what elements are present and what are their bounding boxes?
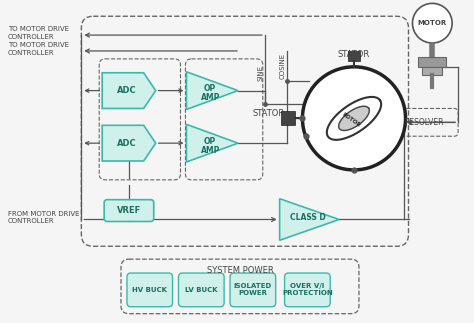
Text: VREF: VREF <box>117 206 141 215</box>
FancyBboxPatch shape <box>127 273 173 307</box>
Text: AMP: AMP <box>201 146 220 155</box>
Text: ROTOR: ROTOR <box>341 112 361 129</box>
Text: TO MOTOR DRIVE: TO MOTOR DRIVE <box>8 26 69 32</box>
Text: CONTROLLER: CONTROLLER <box>8 34 55 40</box>
Text: OVER V/I
PROTECTION: OVER V/I PROTECTION <box>282 283 333 297</box>
Text: AMP: AMP <box>201 93 220 102</box>
Polygon shape <box>102 73 155 109</box>
Text: FROM MOTOR DRIVE: FROM MOTOR DRIVE <box>8 211 80 216</box>
Bar <box>419 57 446 67</box>
FancyBboxPatch shape <box>179 273 224 307</box>
FancyBboxPatch shape <box>104 200 154 222</box>
Text: LV BUCK: LV BUCK <box>185 287 218 293</box>
Text: ADC: ADC <box>117 139 137 148</box>
Polygon shape <box>339 106 369 130</box>
Text: STATOR: STATOR <box>252 109 284 118</box>
Text: OP: OP <box>204 84 216 93</box>
Text: STATOR: STATOR <box>338 50 370 59</box>
Text: MOTOR: MOTOR <box>418 20 447 26</box>
Text: OP: OP <box>204 137 216 146</box>
Bar <box>348 51 360 61</box>
Text: CONTROLLER: CONTROLLER <box>8 50 55 56</box>
Text: HV BUCK: HV BUCK <box>132 287 167 293</box>
Text: CONTROLLER: CONTROLLER <box>8 218 55 224</box>
Text: TO MOTOR DRIVE: TO MOTOR DRIVE <box>8 42 69 48</box>
Polygon shape <box>280 199 339 240</box>
Text: ADC: ADC <box>117 86 137 95</box>
FancyBboxPatch shape <box>230 273 276 307</box>
Polygon shape <box>186 72 238 109</box>
Bar <box>422 67 442 75</box>
Circle shape <box>412 3 452 43</box>
Circle shape <box>302 67 406 170</box>
Text: COSINE: COSINE <box>280 53 286 79</box>
Text: ISOLATED
POWER: ISOLATED POWER <box>234 283 272 297</box>
Text: CLASS D: CLASS D <box>290 213 325 222</box>
Text: SYSTEM POWER: SYSTEM POWER <box>207 266 273 275</box>
Polygon shape <box>186 124 238 162</box>
FancyBboxPatch shape <box>284 273 330 307</box>
Polygon shape <box>102 125 155 161</box>
Text: SINE: SINE <box>258 65 264 81</box>
Bar <box>281 111 294 125</box>
Text: RESOLVER: RESOLVER <box>405 118 444 127</box>
